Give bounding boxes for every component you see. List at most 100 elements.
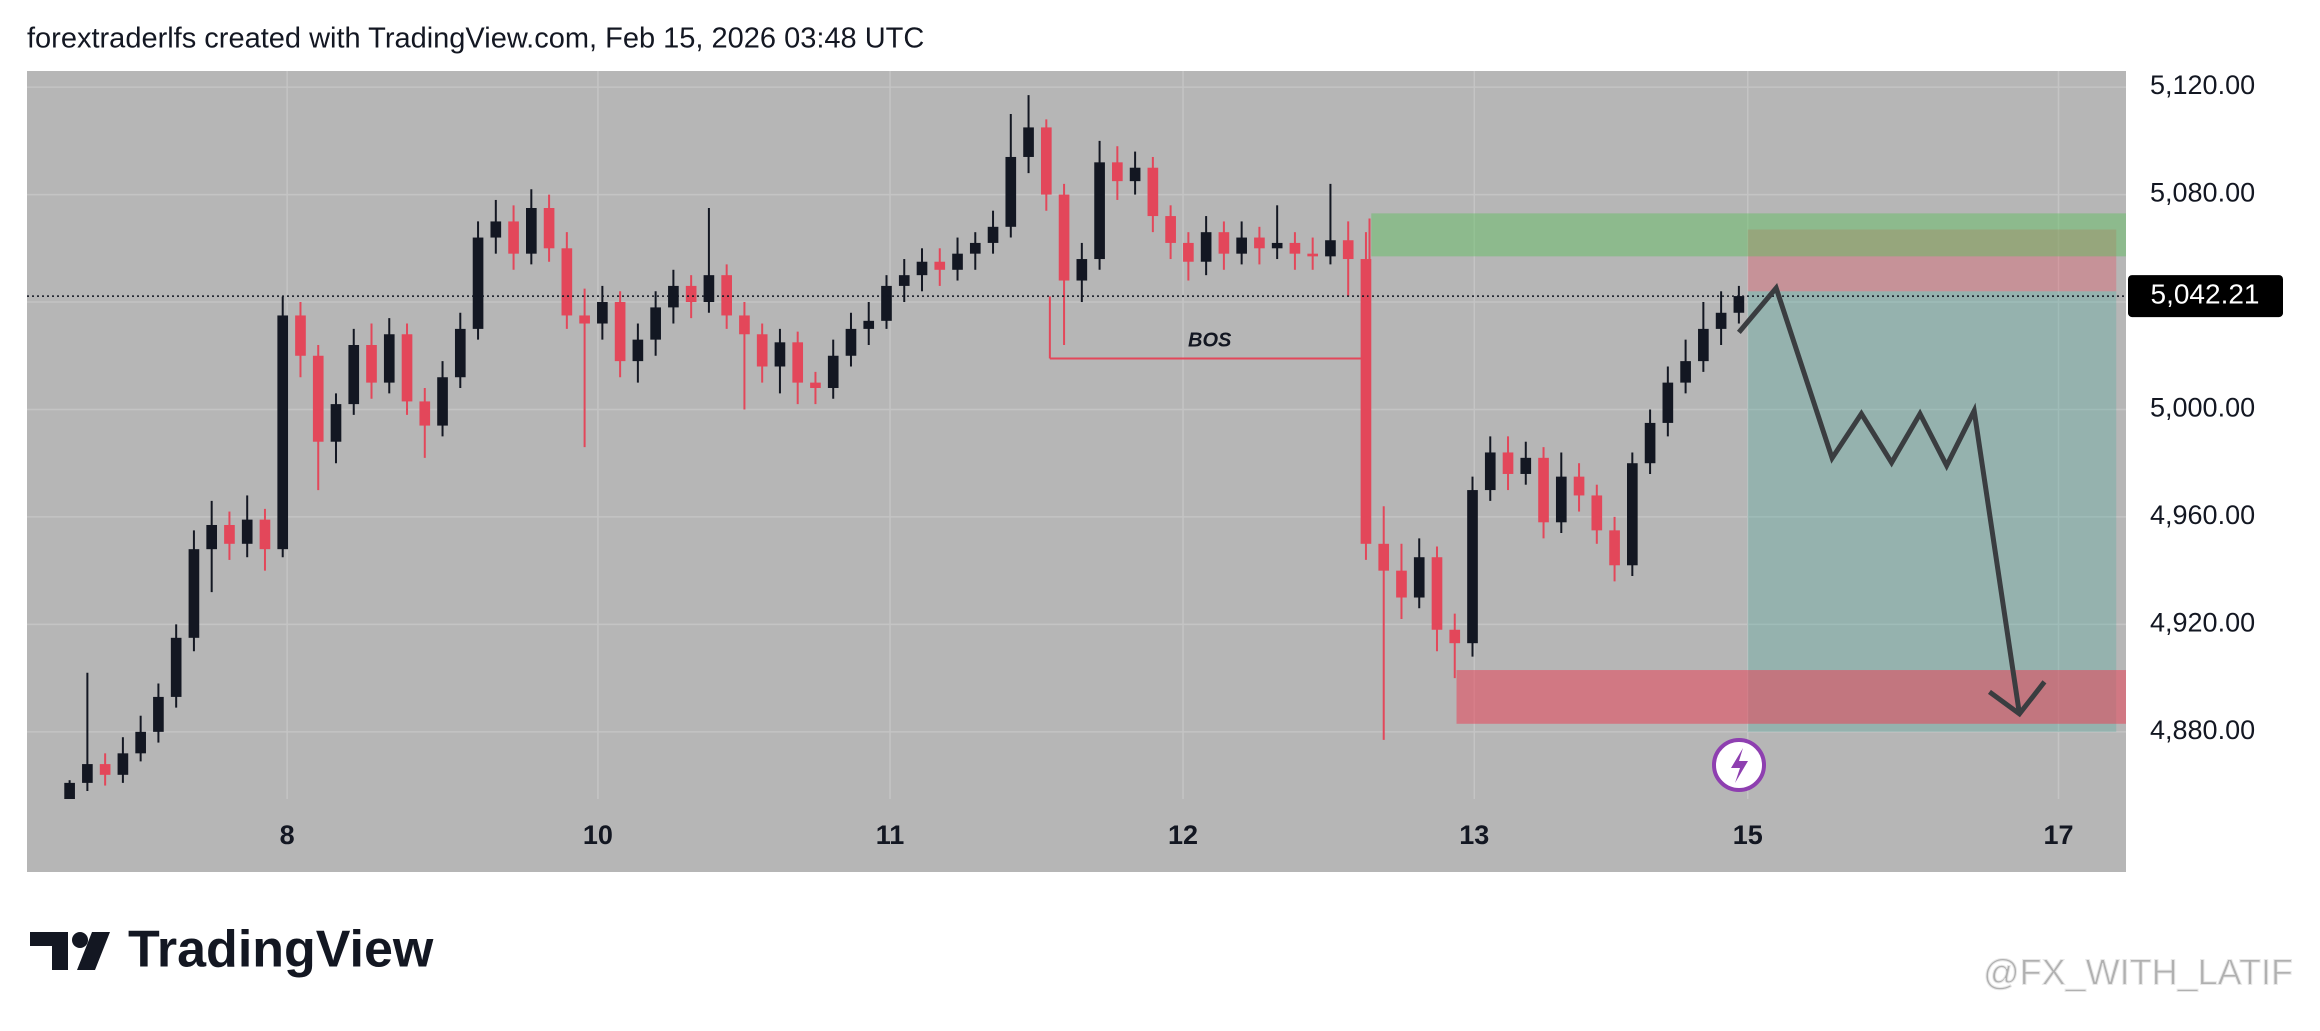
candle-body — [1005, 156, 1017, 227]
candle-body — [685, 285, 697, 303]
header: forextraderlfs created with TradingView.… — [27, 23, 924, 55]
candle-body — [739, 315, 750, 335]
candle-body — [703, 275, 715, 303]
y-tick-label: 4,960.00 — [2150, 500, 2255, 530]
candle-body — [277, 315, 289, 550]
candle-body — [153, 696, 164, 732]
candle-body — [987, 226, 999, 243]
candle-body — [259, 519, 271, 550]
candle-body — [614, 302, 626, 362]
logo-mark — [72, 932, 88, 948]
candle-body — [1467, 490, 1478, 644]
y-tick-label: 5,080.00 — [2150, 178, 2255, 208]
event-icon-bolt — [1731, 748, 1748, 783]
zones — [1371, 213, 2126, 732]
candle-body — [437, 377, 448, 426]
candle-body — [721, 275, 732, 316]
grid — [27, 71, 2126, 799]
candle-body — [579, 315, 590, 324]
y-tick-label: 5,000.00 — [2150, 393, 2255, 423]
candle-body — [774, 342, 786, 367]
candle-body — [561, 248, 573, 316]
overlays: BOS — [27, 218, 2126, 718]
candle-body — [952, 253, 963, 270]
candle-body — [312, 355, 324, 442]
y-tick-label: 5,120.00 — [2150, 70, 2255, 100]
candle-body — [1698, 328, 1709, 362]
candle-body — [401, 334, 413, 402]
candle-body — [1289, 242, 1301, 254]
candle-body — [1538, 457, 1549, 523]
bos-label: BOS — [1188, 330, 1232, 352]
candle-body — [1626, 463, 1638, 566]
candle-body — [188, 549, 200, 638]
candle-body — [1413, 557, 1425, 598]
zone — [1747, 291, 2117, 732]
candle-body — [330, 404, 342, 442]
x-tick-label: 15 — [1733, 820, 1763, 850]
candle-body — [1396, 570, 1407, 598]
candle-body — [863, 320, 875, 329]
candle-body — [1520, 457, 1532, 474]
candle-body — [508, 221, 519, 254]
candle-body — [969, 242, 981, 254]
projection-arrowhead — [1987, 680, 2047, 718]
candle-body — [1715, 312, 1727, 329]
y-tick-label: 4,880.00 — [2150, 715, 2255, 745]
candle-body — [597, 302, 608, 324]
candle-body — [82, 764, 93, 783]
candle-body — [1183, 242, 1194, 262]
x-tick-label: 10 — [583, 820, 613, 850]
candle-body — [64, 782, 75, 799]
candle-body — [1555, 476, 1567, 523]
brand: TradingView — [128, 921, 434, 979]
candle-body — [543, 208, 555, 249]
candle-body — [1502, 452, 1514, 474]
candle-body — [1112, 162, 1123, 182]
candle-body — [419, 401, 431, 426]
candle-body — [827, 355, 839, 388]
candle-body — [916, 261, 928, 276]
candle-body — [1165, 216, 1176, 243]
candle-body — [1023, 127, 1034, 157]
x-tick-label: 13 — [1459, 820, 1489, 850]
zone — [1747, 229, 2117, 292]
x-tick-label: 17 — [2043, 820, 2073, 850]
zone — [1371, 213, 2126, 257]
plot-area — [27, 71, 2126, 872]
x-tick-label: 12 — [1168, 820, 1198, 850]
candle-body — [934, 261, 946, 270]
candle-body — [206, 524, 218, 550]
candle-body — [1484, 452, 1496, 491]
candle-body — [1733, 296, 1745, 313]
candle-body — [650, 307, 661, 340]
candle-body — [526, 208, 537, 254]
watermark: @FX_WITH_LATIF — [1983, 952, 2293, 993]
candle-body — [1644, 422, 1656, 464]
candle-body — [1058, 194, 1070, 281]
y-tick-label: 4,920.00 — [2150, 608, 2255, 638]
candle-body — [1325, 240, 1336, 257]
candle-body — [1218, 232, 1230, 254]
last-price-label: 5,042.21 — [2151, 278, 2260, 309]
candle-body — [898, 275, 910, 286]
candle-body — [1591, 495, 1603, 531]
candle-body — [383, 334, 395, 383]
candle-body — [1609, 530, 1620, 566]
candle-body — [490, 221, 502, 238]
candles — [64, 95, 1745, 799]
candle-body — [1573, 476, 1585, 496]
candle-body — [1271, 242, 1283, 249]
candle-body — [1129, 167, 1141, 182]
logo-mark — [30, 932, 68, 970]
zone — [1456, 670, 2126, 724]
candle-body — [845, 328, 857, 356]
candle-body — [810, 382, 821, 388]
candle-body — [1680, 361, 1691, 383]
candle-body — [1076, 259, 1088, 281]
candle-body — [1378, 543, 1390, 571]
candle-body — [756, 334, 768, 367]
candle-body — [1662, 382, 1674, 423]
